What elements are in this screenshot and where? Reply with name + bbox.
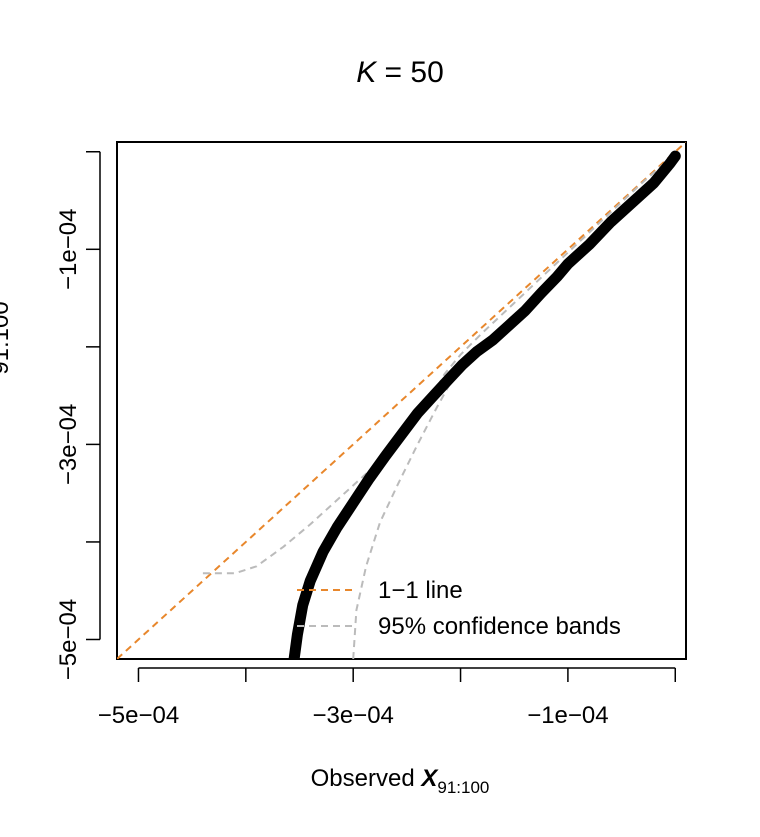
x-tick-label: −3e−04 <box>312 702 393 729</box>
y-tick-label: −3e−04 <box>55 404 82 485</box>
series-layer <box>117 142 686 659</box>
series-1-1-line <box>117 142 686 659</box>
plot-frame <box>116 141 687 660</box>
legend-label: 1−1 line <box>378 577 463 604</box>
y-axis: −5e−04 −3e−04 −1e−04 <box>55 151 101 680</box>
x-tick-label: −1e−04 <box>527 702 608 729</box>
x-label-symbol: X <box>419 765 439 792</box>
x-label-text: Observed <box>311 765 422 792</box>
x-label-subscript: 91:100 <box>437 778 489 797</box>
title-eq: = <box>376 56 410 89</box>
y-tick-label: −5e−04 <box>55 599 82 680</box>
y-axis-label: 91:100 <box>0 301 14 374</box>
x-axis: −5e−04 −3e−04 −1e−04 <box>98 667 677 729</box>
x-tick-label: −5e−04 <box>98 702 179 729</box>
x-axis-label: Observed X91:100 <box>311 765 490 797</box>
y-tick-label: −1e−04 <box>55 209 82 290</box>
legend-label: 95% confidence bands <box>378 613 621 640</box>
title-val: 50 <box>410 56 443 89</box>
legend: 1−1 line 95% confidence bands <box>297 577 621 640</box>
title-var: K <box>356 56 378 89</box>
series-observed-quantiles <box>288 150 681 659</box>
series-95-confidence-bands-upper <box>202 152 676 575</box>
chart-title: K = 50 <box>356 56 444 89</box>
